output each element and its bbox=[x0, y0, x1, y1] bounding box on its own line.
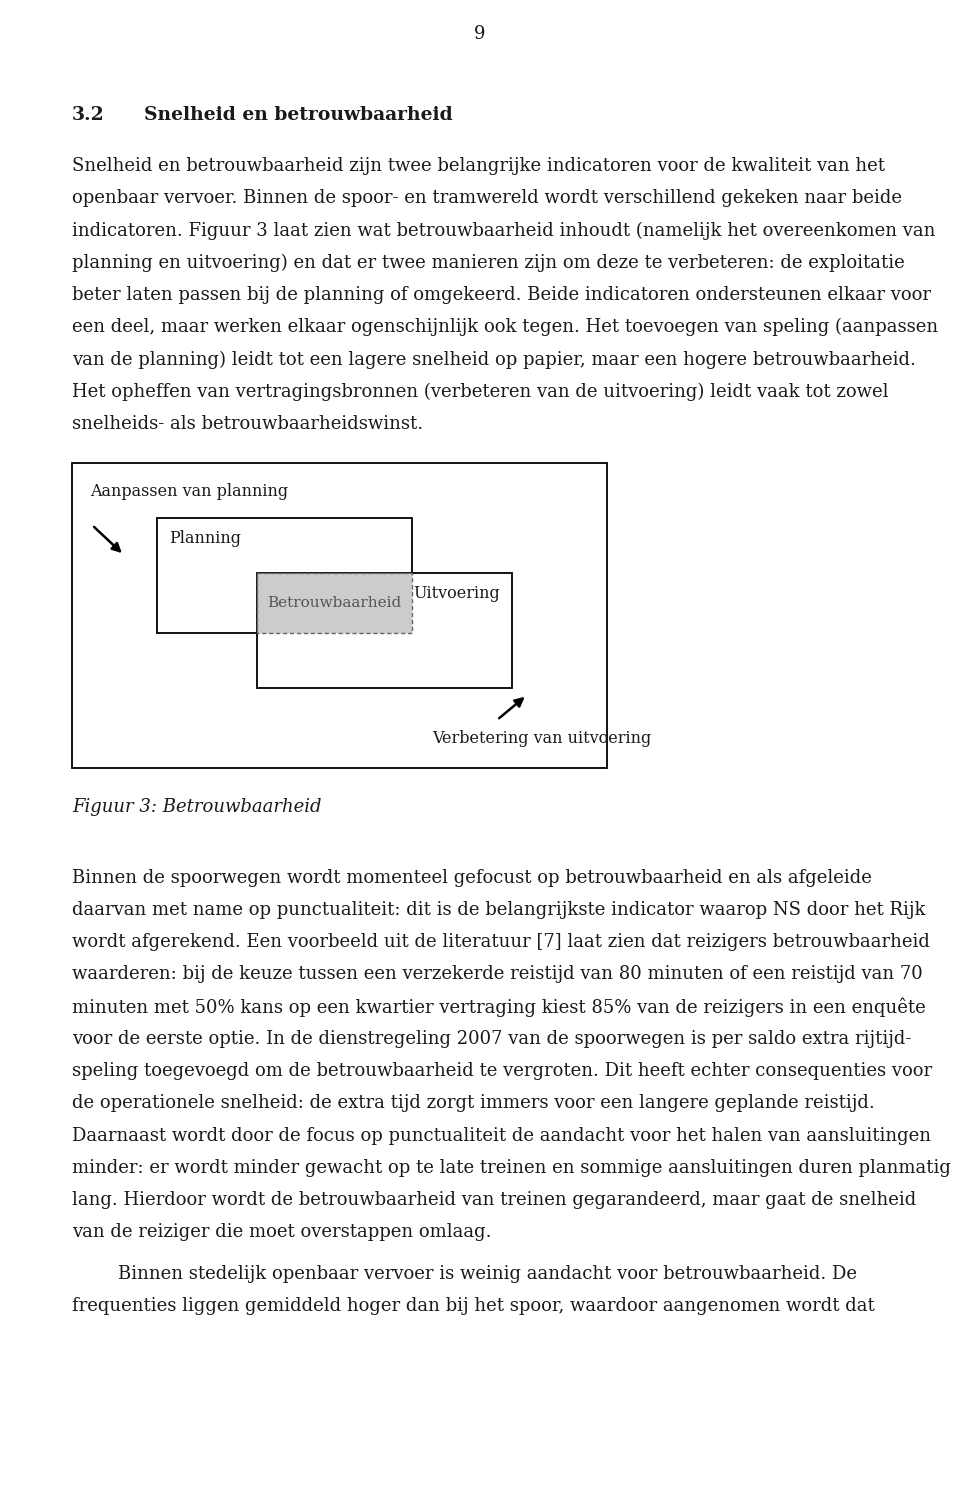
Text: van de planning) leidt tot een lagere snelheid op papier, maar een hogere betrou: van de planning) leidt tot een lagere sn… bbox=[72, 351, 916, 369]
Text: waarderen: bij de keuze tussen een verzekerde reistijd van 80 minuten of een rei: waarderen: bij de keuze tussen een verze… bbox=[72, 966, 923, 984]
Text: Betrouwbaarheid: Betrouwbaarheid bbox=[268, 596, 401, 610]
Text: openbaar vervoer. Binnen de spoor- en tramwereld wordt verschillend gekeken naar: openbaar vervoer. Binnen de spoor- en tr… bbox=[72, 189, 902, 207]
Text: Uitvoering: Uitvoering bbox=[413, 586, 500, 602]
Bar bbox=[257, 574, 412, 634]
Text: indicatoren. Figuur 3 laat zien wat betrouwbaarheid inhoudt (namelijk het overee: indicatoren. Figuur 3 laat zien wat betr… bbox=[72, 222, 935, 240]
Text: minder: er wordt minder gewacht op te late treinen en sommige aansluitingen dure: minder: er wordt minder gewacht op te la… bbox=[72, 1159, 950, 1177]
Text: frequenties liggen gemiddeld hoger dan bij het spoor, waardoor aangenomen wordt : frequenties liggen gemiddeld hoger dan b… bbox=[72, 1297, 875, 1315]
Text: snelheids- als betrouwbaarheidswinst.: snelheids- als betrouwbaarheidswinst. bbox=[72, 415, 423, 433]
Text: Figuur 3: Betrouwbaarheid: Figuur 3: Betrouwbaarheid bbox=[72, 798, 322, 816]
Bar bbox=[72, 463, 607, 768]
Text: beter laten passen bij de planning of omgekeerd. Beide indicatoren ondersteunen : beter laten passen bij de planning of om… bbox=[72, 286, 931, 304]
Text: speling toegevoegd om de betrouwbaarheid te vergroten. Dit heeft echter conseque: speling toegevoegd om de betrouwbaarheid… bbox=[72, 1062, 932, 1080]
Text: minuten met 50% kans op een kwartier vertraging kiest 85% van de reizigers in ee: minuten met 50% kans op een kwartier ver… bbox=[72, 998, 925, 1017]
Text: de operationele snelheid: de extra tijd zorgt immers voor een langere geplande r: de operationele snelheid: de extra tijd … bbox=[72, 1095, 875, 1113]
Text: planning en uitvoering) en dat er twee manieren zijn om deze te verbeteren: de e: planning en uitvoering) en dat er twee m… bbox=[72, 253, 904, 273]
Bar bbox=[157, 518, 412, 634]
Text: een deel, maar werken elkaar ogenschijnlijk ook tegen. Het toevoegen van speling: een deel, maar werken elkaar ogenschijnl… bbox=[72, 318, 938, 337]
Text: Snelheid en betrouwbaarheid: Snelheid en betrouwbaarheid bbox=[144, 105, 453, 123]
Text: Planning: Planning bbox=[169, 530, 241, 547]
Text: Aanpassen van planning: Aanpassen van planning bbox=[90, 482, 288, 500]
Text: Daarnaast wordt door de focus op punctualiteit de aandacht voor het halen van aa: Daarnaast wordt door de focus op punctua… bbox=[72, 1126, 931, 1144]
Text: lang. Hierdoor wordt de betrouwbaarheid van treinen gegarandeerd, maar gaat de s: lang. Hierdoor wordt de betrouwbaarheid … bbox=[72, 1191, 916, 1209]
Text: Snelheid en betrouwbaarheid zijn twee belangrijke indicatoren voor de kwaliteit : Snelheid en betrouwbaarheid zijn twee be… bbox=[72, 157, 885, 175]
Text: Verbetering van uitvoering: Verbetering van uitvoering bbox=[432, 730, 651, 748]
Text: 3.2: 3.2 bbox=[72, 105, 105, 123]
Text: Binnen de spoorwegen wordt momenteel gefocust op betrouwbaarheid en als afgeleid: Binnen de spoorwegen wordt momenteel gef… bbox=[72, 869, 872, 887]
Bar bbox=[257, 574, 512, 688]
Text: voor de eerste optie. In de dienstregeling 2007 van de spoorwegen is per saldo e: voor de eerste optie. In de dienstregeli… bbox=[72, 1031, 911, 1049]
Text: 9: 9 bbox=[474, 25, 486, 43]
Text: Het opheffen van vertragingsbronnen (verbeteren van de uitvoering) leidt vaak to: Het opheffen van vertragingsbronnen (ver… bbox=[72, 382, 889, 401]
Text: wordt afgerekend. Een voorbeeld uit de literatuur [7] laat zien dat reizigers be: wordt afgerekend. Een voorbeeld uit de l… bbox=[72, 933, 930, 951]
Text: daarvan met name op punctualiteit: dit is de belangrijkste indicator waarop NS d: daarvan met name op punctualiteit: dit i… bbox=[72, 902, 925, 920]
Text: Binnen stedelijk openbaar vervoer is weinig aandacht voor betrouwbaarheid. De: Binnen stedelijk openbaar vervoer is wei… bbox=[72, 1264, 857, 1282]
Text: van de reiziger die moet overstappen omlaag.: van de reiziger die moet overstappen oml… bbox=[72, 1224, 492, 1242]
